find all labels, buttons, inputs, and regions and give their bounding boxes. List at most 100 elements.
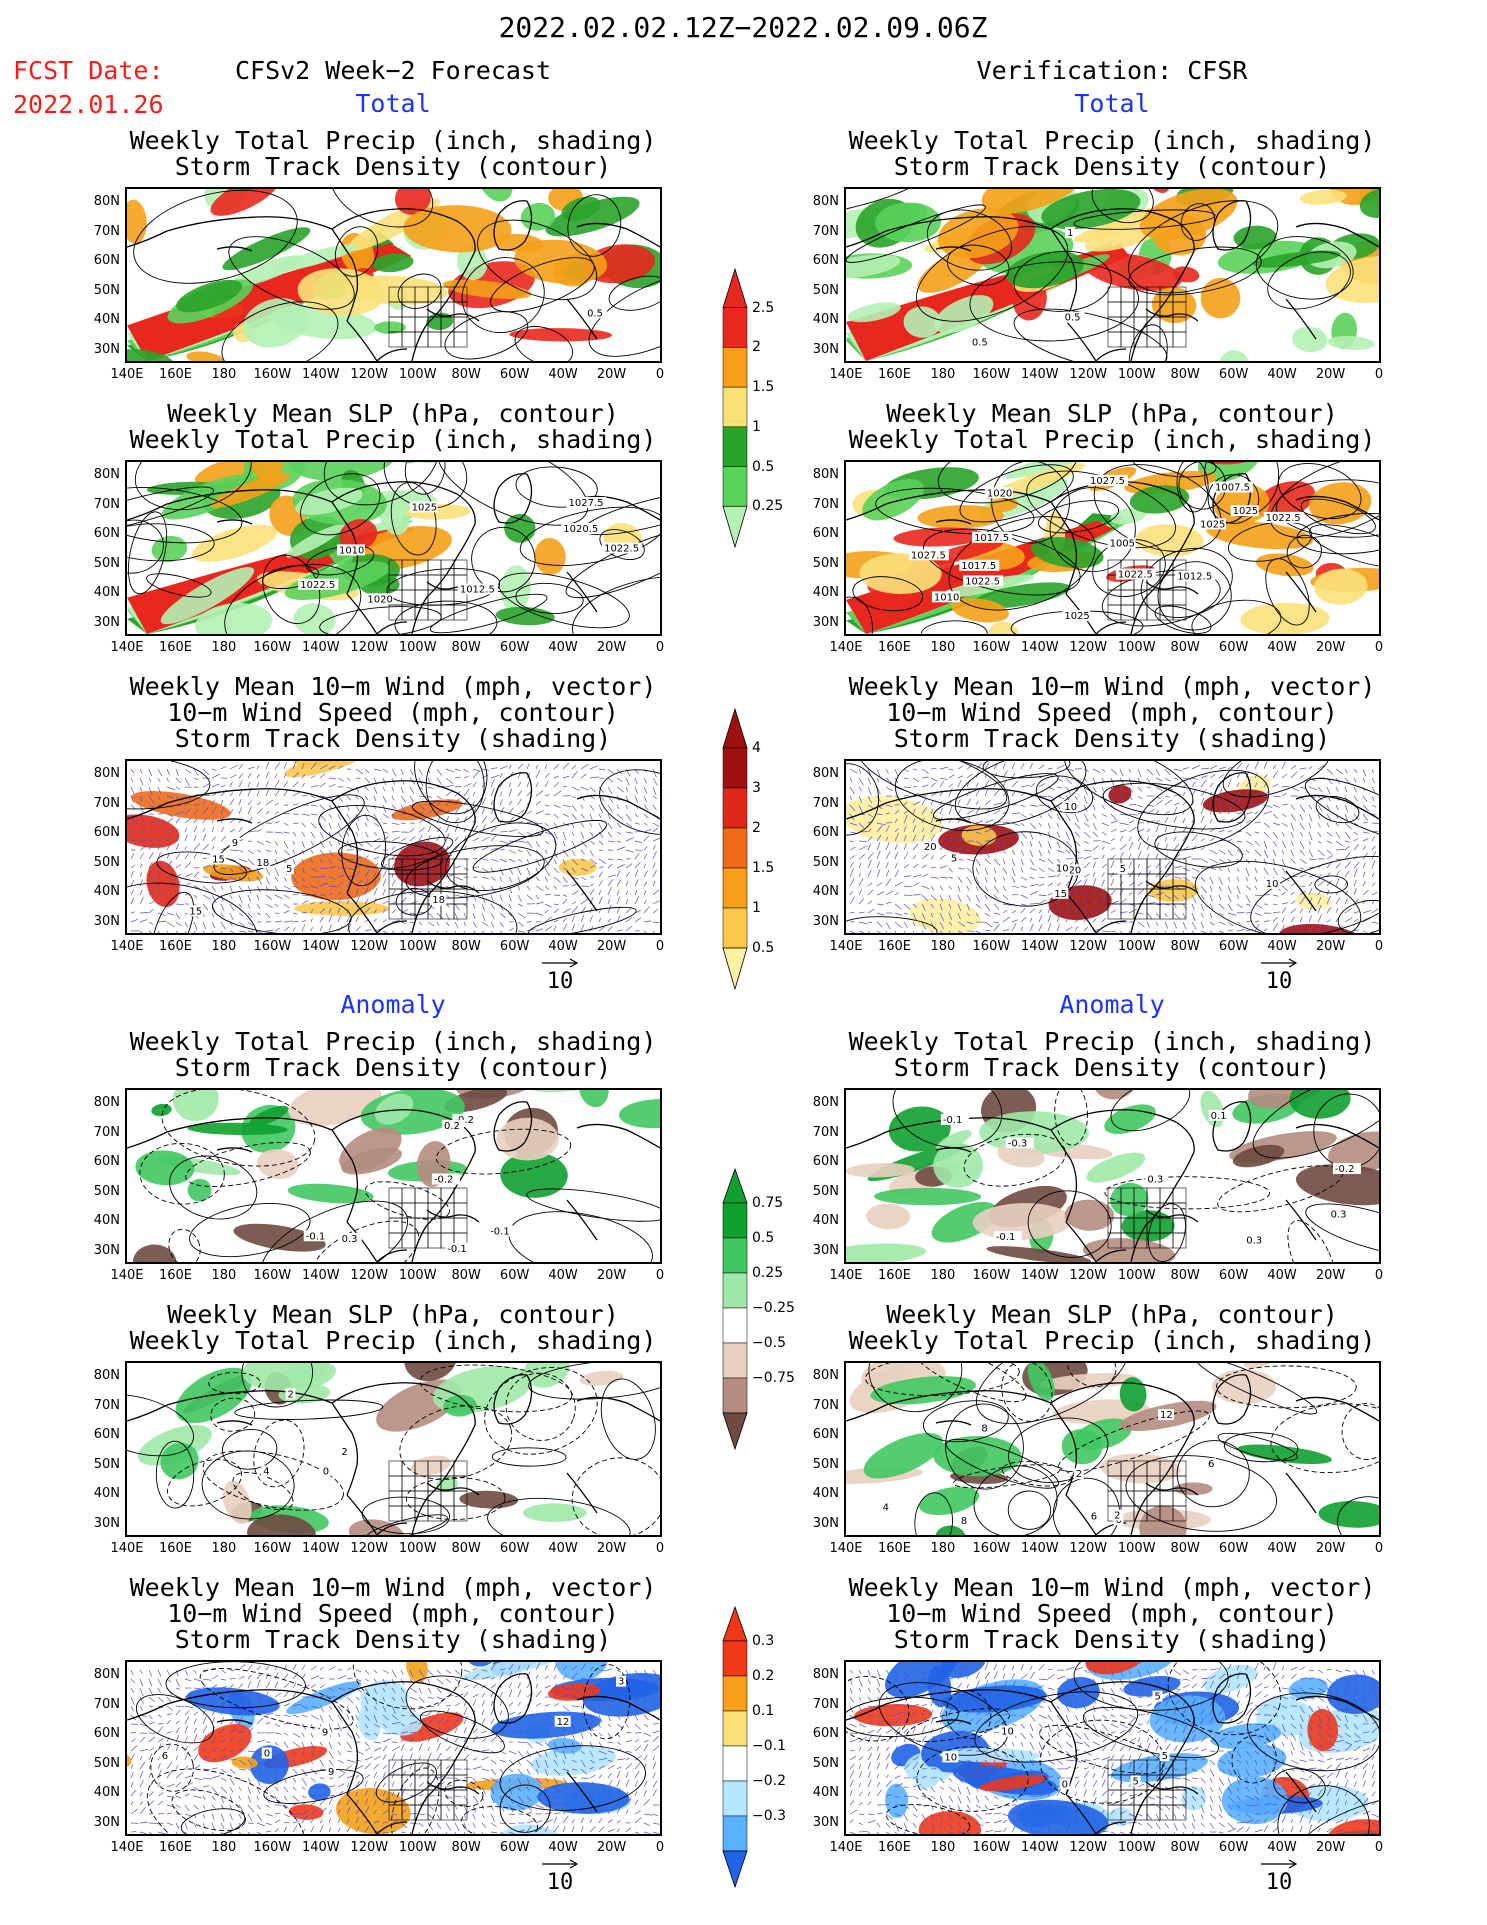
lon-tick-label: 120W <box>1069 939 1108 954</box>
map-anom-wind-forecast: 3 6 9 12 9 0 <box>125 1660 662 1836</box>
lat-tick-label: 60N <box>812 1154 839 1169</box>
colorbar-tick-label: 0.1 <box>752 1703 775 1719</box>
title-total-wind-left-1: Weekly Mean 10−m Wind (mph, vector) <box>129 672 657 701</box>
contour-label: 5 <box>1162 1751 1168 1762</box>
lon-tick-label: 120W <box>1069 640 1108 655</box>
lat-tick-label: 60N <box>812 1427 839 1442</box>
contour-label: 2 <box>1076 1469 1082 1480</box>
title-anom-precip-right-2: Storm Track Density (contour) <box>893 1053 1331 1082</box>
title-anom-wind-left-2: 10−m Wind Speed (mph, contour) <box>167 1599 619 1628</box>
map-total-slp-forecast: 1022.5 1025 1020 1012.5 1022.5 1020.5 1027.5 10… <box>125 460 662 636</box>
reference-arrow-label: 10 <box>546 1870 574 1895</box>
lon-tick-label: 120W <box>1069 367 1108 382</box>
lon-tick-label: 20W <box>596 1541 627 1556</box>
contour-label: 1017.5 <box>974 533 1009 544</box>
contour-label: -0.1 <box>943 1115 963 1126</box>
lon-tick-label: 100W <box>398 640 437 655</box>
contour-label: 6 <box>1091 1512 1097 1523</box>
lon-tick-label: 80W <box>451 640 481 655</box>
contour-label: 20 <box>1069 865 1082 876</box>
contour-label: 4 <box>883 1502 889 1513</box>
contour-label: 1025 <box>1064 611 1089 622</box>
lon-tick-label: 40W <box>548 939 578 954</box>
title-anom-slp-right-2: Weekly Total Precip (inch, shading) <box>848 1326 1376 1355</box>
lon-tick-label: 0 <box>1374 1541 1384 1556</box>
lat-tick-label: 70N <box>812 496 839 512</box>
map-canvas: 5 10 5 10 5 0 <box>846 1662 1379 1834</box>
lon-tick-label: 160W <box>253 1541 292 1556</box>
lat-tick-label: 30N <box>812 1814 839 1830</box>
map-canvas: 0.3 -0.1 0.3 -0.2 -0.1 0.1 -0.3 0.3 <box>846 1090 1379 1262</box>
title-total-slp-left-1: Weekly Mean SLP (hPa, contour) <box>167 399 619 428</box>
colorbar-tick-label: 3 <box>752 780 761 796</box>
map-anom-slp-verification: 6 6 4 2 6 8 12 8 2 <box>844 1361 1381 1537</box>
fcst-date-label: FCST Date: <box>13 56 164 85</box>
lon-tick-label: 80W <box>1170 939 1200 954</box>
contour-label: 1010 <box>934 592 959 603</box>
lon-tick-label: 40W <box>1267 1541 1297 1556</box>
lat-tick-label: 80N <box>93 1095 120 1110</box>
lon-tick-label: 160W <box>253 1840 292 1855</box>
lon-tick-label: 140W <box>301 1840 340 1855</box>
lon-tick-label: 100W <box>1117 1268 1156 1283</box>
lon-tick-label: 140W <box>301 1541 340 1556</box>
lon-tick-label: 80W <box>1170 1541 1200 1556</box>
lon-tick-label: 20W <box>596 640 627 655</box>
title-anom-slp-right-1: Weekly Mean SLP (hPa, contour) <box>886 1300 1338 1329</box>
map-anom-slp-forecast: 0 2 4 2 <box>125 1361 662 1537</box>
contour-label: 10 <box>1266 879 1279 890</box>
contour-label: 0.5 <box>587 308 603 319</box>
lon-tick-label: 60W <box>499 939 530 954</box>
lon-tick-label: 140E <box>110 939 144 954</box>
lat-tick-label: 30N <box>93 614 120 630</box>
lon-tick-label: 140W <box>1020 1840 1059 1855</box>
lon-tick-label: 180 <box>930 939 956 954</box>
map-canvas: 1022.5 1025 1020 1012.5 1022.5 1020.5 1027.5 10… <box>127 462 660 634</box>
lon-tick-label: 160W <box>972 1541 1011 1556</box>
contour-label: 1027.5 <box>569 498 604 509</box>
contour-label: 1005 <box>1110 539 1135 550</box>
lat-tick-label: 40N <box>812 312 839 327</box>
lon-tick-label: 20W <box>1315 367 1346 382</box>
lon-tick-label: 0 <box>1374 939 1384 954</box>
contour-label: 9 <box>328 1767 334 1778</box>
lon-tick-label: 80W <box>1170 367 1200 382</box>
lon-tick-label: 0 <box>1374 1268 1384 1283</box>
lon-tick-label: 120W <box>350 939 389 954</box>
contour-label: 1 <box>1067 228 1073 239</box>
colorbar-total_precip <box>722 268 748 548</box>
lon-tick-label: 160E <box>158 640 192 655</box>
lon-tick-label: 160E <box>877 1541 911 1556</box>
lat-tick-label: 70N <box>93 1124 120 1140</box>
lat-tick-label: 70N <box>93 496 120 512</box>
lon-tick-label: 80W <box>451 1840 481 1855</box>
lon-tick-label: 160E <box>877 640 911 655</box>
title-anom-precip-right-1: Weekly Total Precip (inch, shading) <box>848 1027 1376 1056</box>
lon-tick-label: 160E <box>158 939 192 954</box>
lat-tick-label: 50N <box>812 282 839 298</box>
lat-tick-label: 60N <box>812 1726 839 1741</box>
lat-tick-label: 80N <box>812 1368 839 1383</box>
colorbar-tick-label: −0.3 <box>752 1808 786 1824</box>
lon-tick-label: 40W <box>548 1268 578 1283</box>
lon-tick-label: 80W <box>451 1541 481 1556</box>
lon-tick-label: 160W <box>972 1840 1011 1855</box>
lon-tick-label: 40W <box>1267 939 1297 954</box>
lon-tick-label: 0 <box>1374 367 1384 382</box>
lat-tick-label: 40N <box>812 884 839 899</box>
lon-tick-label: 60W <box>1218 1268 1249 1283</box>
colorbar-tick-label: −0.25 <box>752 1300 795 1316</box>
contour-label: 0.5 <box>972 338 988 349</box>
contour-label: 1025 <box>412 502 437 513</box>
contour-label: -0.1 <box>490 1227 510 1238</box>
lon-tick-label: 120W <box>1069 1541 1108 1556</box>
lon-tick-label: 160W <box>972 1268 1011 1283</box>
contour-label: 5 <box>1120 864 1126 875</box>
contour-label: 2 <box>287 1389 293 1400</box>
lon-tick-label: 160W <box>972 367 1011 382</box>
lat-tick-label: 70N <box>93 795 120 811</box>
lat-tick-label: 40N <box>93 1486 120 1501</box>
lat-tick-label: 80N <box>812 194 839 209</box>
contour-label: 20 <box>924 842 937 853</box>
lon-tick-label: 40W <box>1267 1268 1297 1283</box>
